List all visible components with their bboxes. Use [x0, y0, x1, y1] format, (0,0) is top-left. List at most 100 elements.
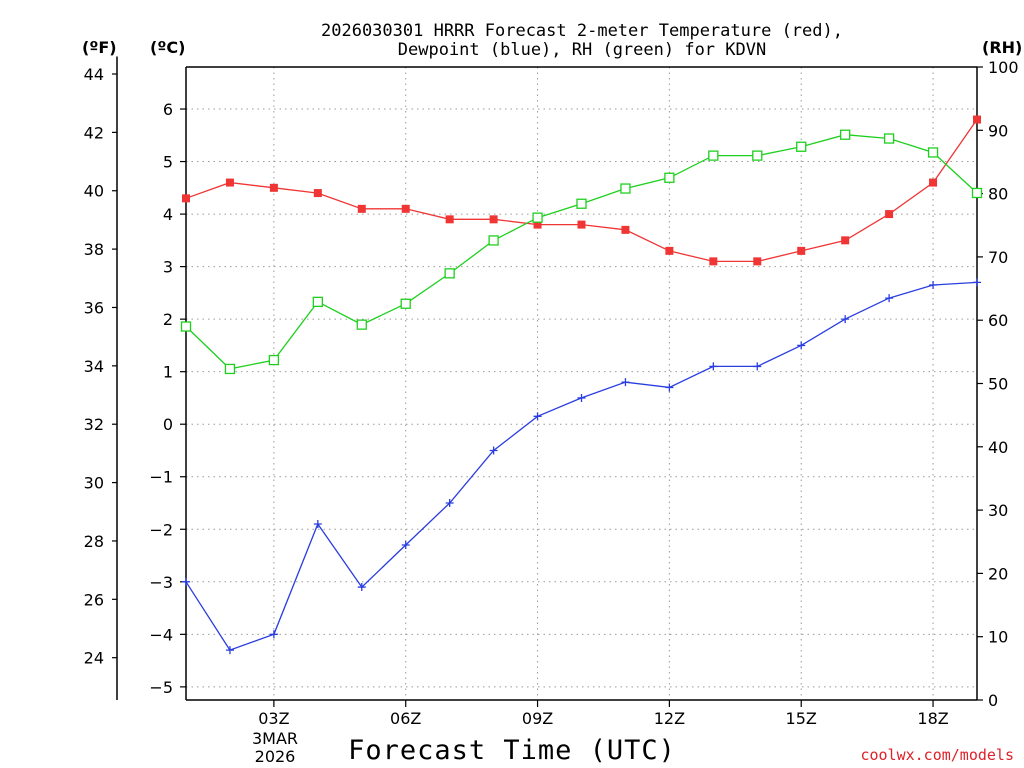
date-label-year: 2026	[255, 747, 296, 766]
rh-tick-label: 80	[988, 185, 1008, 204]
rh-tick-label: 40	[988, 438, 1008, 457]
x-tick-label: 15Z	[786, 709, 817, 728]
relative-humidity-point	[664, 172, 675, 183]
rh-tick-label: 10	[988, 628, 1008, 647]
relative-humidity-point	[488, 235, 499, 246]
relative-humidity-line	[185, 134, 978, 370]
x-axis-label: Forecast Time (UTC)	[348, 735, 676, 766]
temperature-point	[929, 178, 938, 187]
fahrenheit-tick-label: 24	[84, 649, 104, 668]
fahrenheit-tick-label: 30	[84, 474, 104, 493]
temperature-point	[489, 215, 498, 224]
temperature-point	[533, 220, 542, 229]
relative-humidity-point	[576, 198, 587, 209]
dewpoint-point	[533, 412, 542, 421]
relative-humidity-point	[268, 354, 280, 366]
celsius-tick-label: 2	[163, 310, 173, 329]
dewpoint-point	[401, 541, 410, 550]
temperature-point	[621, 225, 630, 234]
celsius-tick-label: 0	[163, 415, 173, 434]
temperature-point	[445, 215, 454, 224]
fahrenheit-tick-label: 28	[84, 532, 104, 551]
temperature-point	[401, 204, 410, 213]
relative-humidity-point	[971, 187, 983, 199]
celsius-tick-label: −1	[149, 468, 173, 487]
temperature-point	[225, 178, 234, 187]
chart-title: 2026030301 HRRR Forecast 2-meter Tempera…	[321, 21, 843, 60]
rh-tick-label: 60	[988, 311, 1008, 330]
relative-humidity-point	[444, 268, 455, 279]
relative-humidity-point	[356, 319, 367, 330]
temperature-point	[797, 246, 806, 255]
celsius-tick-label: 3	[163, 258, 173, 277]
rh-tick-label: 90	[988, 121, 1008, 140]
dewpoint-point	[841, 315, 850, 324]
dewpoint-point	[797, 341, 806, 350]
relative-humidity-point	[532, 212, 543, 223]
fahrenheit-tick-label: 36	[84, 298, 104, 317]
temperature-point	[357, 204, 366, 213]
celsius-tick-label: 6	[163, 100, 173, 119]
temperature-series	[182, 115, 981, 266]
dewpoint-point	[753, 362, 762, 371]
dewpoint-point	[182, 577, 190, 586]
temperature-point	[709, 257, 718, 266]
temperature-point	[577, 220, 586, 229]
x-tick-label: 12Z	[654, 709, 685, 728]
relative-humidity-point	[312, 296, 323, 307]
dewpoint-series	[182, 278, 981, 655]
rh-unit-label: (RH)	[982, 38, 1022, 57]
x-tick-label: 03Z	[258, 709, 289, 728]
relative-humidity-point	[840, 129, 851, 140]
credit-link[interactable]: coolwx.com/models	[860, 746, 1014, 764]
data-series	[180, 115, 983, 655]
temperature-point	[665, 246, 674, 255]
dewpoint-point	[445, 499, 454, 508]
dewpoint-point	[709, 362, 718, 371]
temperature-line	[185, 119, 978, 263]
x-tick-label: 18Z	[917, 709, 948, 728]
relative-humidity-point	[400, 298, 411, 309]
relative-humidity-point	[927, 147, 939, 158]
dewpoint-point	[269, 630, 278, 639]
relative-humidity-point	[752, 150, 763, 161]
temperature-point	[313, 189, 322, 198]
fahrenheit-unit-label: (ºF)	[82, 38, 117, 57]
date-label-day: 3MAR	[252, 729, 298, 748]
celsius-tick-label: 4	[163, 205, 173, 224]
rh-tick-label: 70	[988, 248, 1008, 267]
dewpoint-point	[225, 646, 234, 655]
dewpoint-point	[973, 278, 981, 287]
rh-tick-label: 30	[988, 501, 1008, 520]
chart-title-line-2: Dewpoint (blue), RH (green) for KDVN	[398, 40, 766, 60]
celsius-tick-label: −4	[149, 625, 173, 644]
dewpoint-point	[929, 281, 938, 290]
rh-tick-label: 50	[988, 375, 1008, 394]
rh-tick-label: 20	[988, 564, 1008, 583]
fahrenheit-tick-label: 26	[84, 590, 104, 609]
fahrenheit-tick-label: 34	[84, 357, 104, 376]
fahrenheit-tick-label: 42	[84, 123, 104, 142]
relative-humidity-point	[224, 363, 236, 375]
temperature-point	[973, 115, 981, 124]
x-tick-label: 06Z	[390, 709, 421, 728]
relative-humidity-point	[796, 141, 807, 152]
chart-axes: −5−4−3−2−1012345624262830323436384042440…	[84, 56, 1019, 728]
relative-humidity-series	[180, 129, 983, 375]
temperature-point	[885, 210, 894, 219]
rh-tick-label: 0	[988, 691, 998, 710]
relative-humidity-point	[180, 321, 192, 332]
chart-title-line-1: 2026030301 HRRR Forecast 2-meter Tempera…	[321, 21, 843, 41]
temperature-point	[841, 236, 850, 245]
celsius-tick-label: 5	[163, 153, 173, 172]
celsius-unit-label: (ºC)	[150, 38, 185, 57]
dewpoint-point	[621, 378, 630, 387]
celsius-tick-label: −2	[149, 520, 173, 539]
celsius-tick-label: −5	[149, 678, 173, 697]
grid-lines	[186, 67, 977, 700]
temperature-point	[269, 183, 278, 192]
dewpoint-point	[577, 393, 586, 402]
dewpoint-point	[357, 583, 366, 592]
rh-tick-label: 100	[988, 58, 1019, 77]
